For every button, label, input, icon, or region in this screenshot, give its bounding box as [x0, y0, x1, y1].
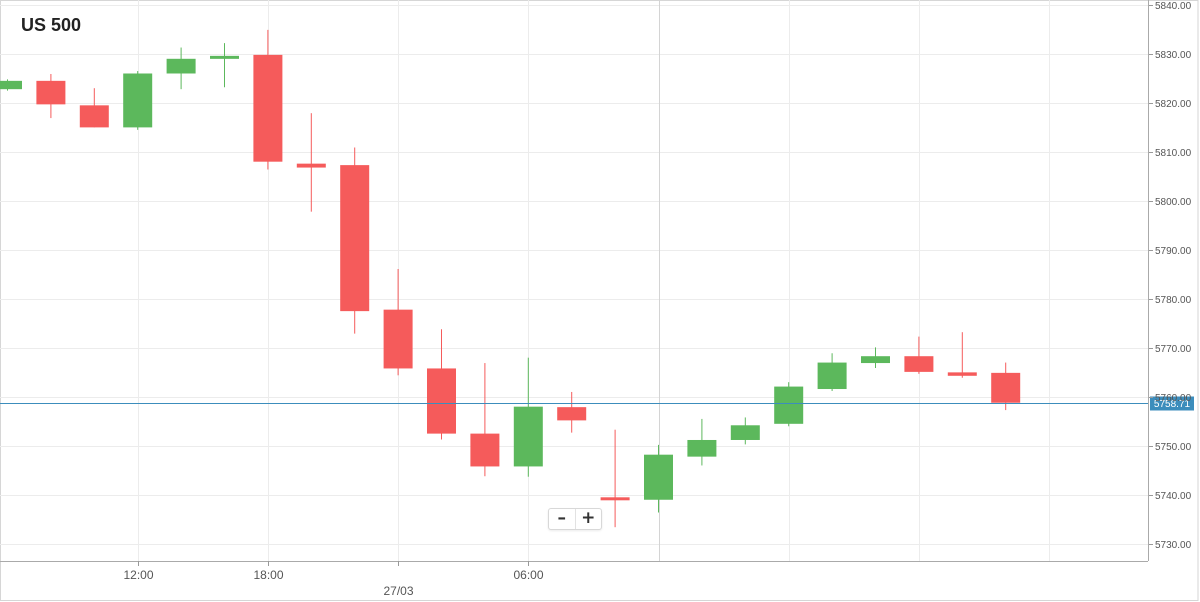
y-tick-label: 5780.00: [1155, 295, 1192, 306]
y-axis: 5730.00 5740.00 5750.00 5760.00 5770.00 5780.…: [1148, 0, 1192, 561]
candle: [340, 147, 370, 334]
candle-body: [687, 439, 717, 457]
current-price-label: 5758.71: [1154, 399, 1191, 410]
x-tick-label: 18:00: [253, 568, 283, 582]
candle: [774, 382, 804, 427]
y-tick-label: 5730.00: [1155, 540, 1192, 551]
candle: [253, 29, 283, 170]
candle-body: [296, 163, 326, 168]
candle-body: [79, 105, 109, 128]
current-price-badge: [1150, 396, 1194, 411]
candle: [991, 362, 1021, 411]
candle-body: [210, 55, 239, 59]
candle-body: [947, 372, 977, 376]
candle: [817, 353, 847, 391]
y-tick-label: 5810.00: [1155, 148, 1192, 159]
candle: [730, 417, 760, 445]
candle: [600, 429, 630, 528]
candle-body: [730, 425, 760, 440]
candle: [36, 73, 66, 119]
y-tick-label: 5790.00: [1155, 246, 1192, 257]
candle: [123, 71, 153, 130]
candle-body: [253, 54, 283, 162]
candle-body: [557, 407, 587, 421]
candle-body: [817, 362, 847, 390]
candle-body: [513, 406, 543, 467]
zoom-controls: – +: [548, 508, 602, 530]
candle-body: [383, 309, 413, 369]
candle-body: [861, 356, 890, 364]
y-tick-label: 5770.00: [1155, 344, 1192, 355]
candle: [644, 444, 673, 513]
candle-body: [470, 433, 500, 467]
candle-body: [340, 165, 370, 312]
candle: [947, 332, 977, 378]
x-tick-label: 06:00: [513, 568, 543, 582]
candle-body: [991, 372, 1021, 403]
candle: [210, 43, 239, 88]
y-tick-label: 5820.00: [1155, 99, 1192, 110]
price-overlay: 5758.71: [0, 396, 1194, 411]
candle: [687, 418, 717, 466]
y-tick-label: 5800.00: [1155, 197, 1192, 208]
y-tick-label: 5740.00: [1155, 491, 1192, 502]
candle-body: [36, 80, 66, 105]
candle: [296, 113, 326, 212]
candle: [383, 268, 413, 376]
y-tick-label: 5760.00: [1155, 393, 1192, 404]
date-label: 27/03: [383, 584, 413, 598]
x-tick-label: 12:00: [123, 568, 153, 582]
candle: [861, 347, 890, 368]
candle: [470, 363, 500, 477]
zoom-in-button[interactable]: +: [574, 509, 602, 529]
y-tick-label: 5830.00: [1155, 50, 1192, 61]
candle-body: [600, 497, 630, 501]
zoom-out-button[interactable]: –: [557, 508, 567, 528]
candle: [166, 47, 196, 90]
candle: [79, 88, 109, 128]
chart-title: US 500: [21, 15, 82, 35]
candle: [904, 336, 934, 374]
candle-body: [0, 80, 22, 90]
candle-body: [644, 454, 673, 500]
candles: [0, 29, 1021, 528]
candle: [513, 357, 543, 477]
candle-body: [166, 58, 196, 74]
candle: [427, 329, 456, 440]
y-tick-label: 5840.00: [1155, 1, 1192, 12]
y-tick-label: 5750.00: [1155, 442, 1192, 453]
candle-body: [427, 368, 456, 434]
candle-body: [904, 356, 934, 372]
x-axis: 12:00 18:00 06:00 27/03: [0, 561, 1148, 598]
candle-body: [123, 73, 153, 128]
candle: [0, 79, 22, 91]
candle-body: [774, 386, 804, 424]
candle: [557, 391, 587, 433]
